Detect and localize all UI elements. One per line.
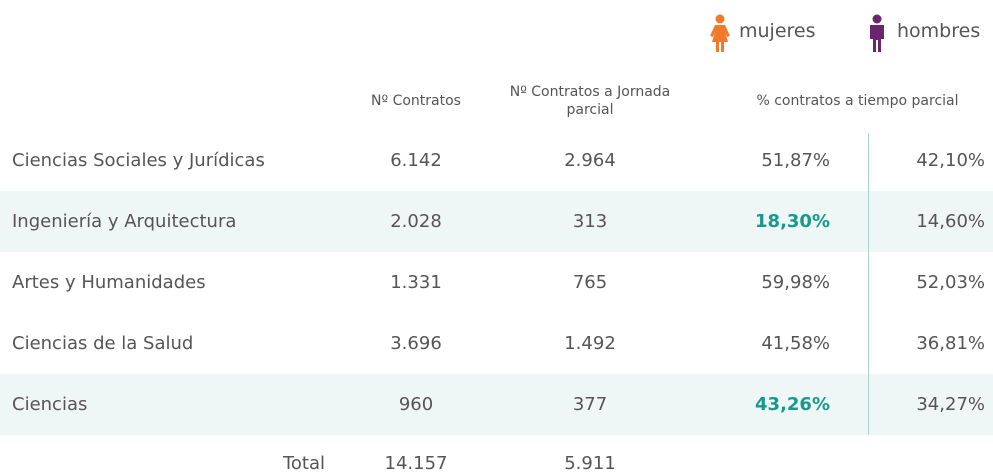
cell: 42,10% (916, 150, 985, 171)
total-cell: 14.157 (384, 453, 448, 474)
cell: 3.696 (390, 333, 442, 354)
table-row: Ingeniería y Arquitectura 2.028 313 18,30% 1… (0, 191, 993, 252)
cell: 52,03% (916, 272, 985, 293)
cell: 36,81% (916, 333, 985, 354)
cell: 18,30% (755, 211, 830, 232)
cell: 6.142 (390, 150, 442, 171)
cell: 34,27% (916, 394, 985, 415)
total-cell: 5.911 (564, 453, 616, 474)
header: Nº Contratos (371, 93, 461, 109)
men-icon (870, 14, 884, 52)
total-label: Total (282, 453, 325, 474)
cell: 765 (572, 272, 608, 293)
cell: 59,98% (761, 272, 830, 293)
table-row: Ciencias 960 377 43,26% 34,27% (0, 374, 993, 435)
divider (868, 133, 869, 435)
table-row: Ciencias Sociales y Jurídicas 6.142 2.964 5… (0, 130, 993, 191)
table-row: Artes y Humanidades 1.331 765 59,98% 52,03% (0, 252, 993, 313)
total-row: Total 14.157 5.911 (0, 433, 993, 474)
cell: 41,58% (761, 333, 830, 354)
cell: 960 (398, 394, 434, 415)
row-label: Ciencias (12, 394, 88, 415)
header: % contratos a tiempo parcial (756, 93, 959, 109)
cell: 14,60% (916, 211, 985, 232)
legend-women: mujeres (739, 20, 816, 42)
cell: 1.492 (564, 333, 616, 354)
cell: 313 (572, 211, 608, 232)
cell: 2.964 (564, 150, 616, 171)
cell: 51,87% (761, 150, 830, 171)
row-label: Artes y Humanidades (12, 272, 206, 293)
cell: 43,26% (755, 394, 830, 415)
cell: 2.028 (390, 211, 442, 232)
header: Nº Contratos a Jornada parcial (509, 84, 671, 118)
legend-men: hombres (897, 20, 981, 42)
women-icon (710, 14, 730, 52)
row-label: Ciencias de la Salud (12, 333, 194, 354)
cell: 1.331 (390, 272, 442, 293)
row-label: Ciencias Sociales y Jurídicas (12, 150, 265, 171)
table-row: Ciencias de la Salud 3.696 1.492 41,58% 36,8… (0, 313, 993, 374)
cell: 377 (572, 394, 608, 415)
row-label: Ingeniería y Arquitectura (12, 211, 237, 232)
